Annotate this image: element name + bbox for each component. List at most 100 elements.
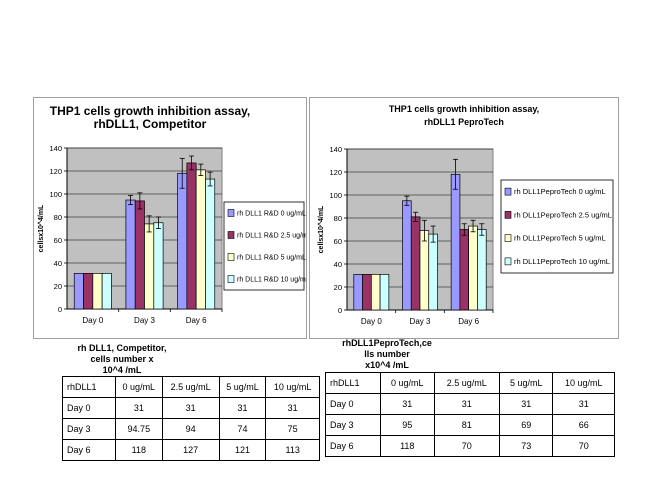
- x-tick-label: Day 3: [134, 316, 155, 325]
- chart-title-line-1: THP1 cells growth inhibition assay,: [389, 104, 539, 114]
- chart-panel-peprotech: THP1 cells growth inhibition assay, rhDL…: [309, 97, 619, 339]
- table-cell: 31: [552, 393, 615, 415]
- bar: [353, 274, 363, 311]
- header-cell: 0 ug/mL: [380, 372, 435, 394]
- y-tick-label: 0: [338, 306, 342, 315]
- bar: [468, 225, 478, 311]
- x-tick-label: Day 6: [458, 317, 479, 326]
- legend-swatch: [227, 209, 235, 217]
- bar: [73, 273, 84, 310]
- table-row: Day 0 31 31 31 31: [325, 393, 615, 415]
- caption-line: rhDLL1PeproTech,ce: [342, 338, 432, 348]
- bar: [177, 172, 188, 310]
- table-cell: 31: [218, 397, 267, 419]
- table-row: Day 6 118 70 73 70: [325, 435, 615, 457]
- table-cell: 66: [552, 414, 615, 436]
- chart-panel-competitor: THP1 cells growth inhibition assay, rhDL…: [33, 97, 312, 339]
- header-cell: 10 ug/mL: [265, 376, 320, 398]
- y-tick-label: 100: [329, 191, 342, 200]
- table-header-row: rhDLL1 0 ug/mL 2.5 ug/mL 5 ug/mL 10 ug/m…: [62, 376, 320, 398]
- y-tick-label: 20: [54, 282, 62, 291]
- y-tick-label: 60: [334, 237, 342, 246]
- chart-title-line-2: rhDLL1, Competitor: [94, 117, 207, 131]
- y-tick-label: 80: [334, 214, 342, 223]
- y-tick-label: 80: [54, 213, 62, 222]
- table-caption-peprotech: rhDLL1PeproTech,ce lls number x10^4 /mL: [322, 338, 452, 371]
- bar: [477, 229, 487, 311]
- row-label: Day 6: [62, 439, 116, 461]
- legend-box: [500, 179, 614, 274]
- x-tick-label: Day 0: [82, 316, 103, 325]
- table-cell: 31: [161, 397, 220, 419]
- data-table-competitor: rhDLL1 0 ug/mL 2.5 ug/mL 5 ug/mL 10 ug/m…: [62, 376, 320, 461]
- legend-box: [223, 201, 305, 291]
- y-axis-label: cellsx10^4/mL: [317, 205, 325, 253]
- bar: [92, 273, 103, 310]
- row-label: Day 3: [62, 418, 116, 440]
- bar: [134, 200, 145, 310]
- caption-line: lls number: [364, 349, 410, 359]
- bar: [370, 274, 381, 311]
- table-cell: 113: [265, 439, 320, 461]
- legend-swatch: [227, 275, 235, 283]
- legend-swatch: [227, 231, 235, 239]
- caption-line: x10^4 /mL: [365, 360, 409, 370]
- bar: [195, 169, 206, 310]
- legend-label: rh DLL1PeproTech 5 ug/mL: [514, 234, 606, 243]
- table-caption-competitor: rh DLL1, Competitor, cells number x 10^4…: [62, 343, 182, 376]
- bar: [101, 273, 112, 310]
- chart-competitor: THP1 cells growth inhibition assay, rhDL…: [37, 104, 312, 325]
- row-label: Day 0: [62, 397, 116, 419]
- y-tick-label: 20: [334, 283, 342, 292]
- chart-title-line-2: rhDLL1 PeproTech: [424, 117, 504, 127]
- legend-label: rh DLL1 R&D 2.5 ug/mL: [237, 233, 306, 240]
- legend-swatch: [504, 211, 512, 219]
- row-label: Day 6: [325, 435, 381, 457]
- row-label: Day 3: [325, 414, 381, 436]
- table-cell: 94: [161, 418, 220, 440]
- y-tick-label: 120: [329, 168, 342, 177]
- bar: [83, 273, 94, 310]
- table-cell: 70: [433, 435, 500, 457]
- table-row: Day 0 31 31 31 31: [62, 397, 320, 419]
- table-cell: 31: [115, 397, 163, 419]
- legend-label: rh DLL1 R&D 0 ug/mL: [237, 211, 306, 218]
- table-cell: 31: [498, 393, 554, 415]
- chart-title-line-1: THP1 cells growth inhibition assay,: [50, 104, 250, 118]
- bar: [144, 223, 155, 310]
- bar: [428, 233, 438, 311]
- header-cell: 2.5 ug/mL: [161, 376, 220, 398]
- table-row: Day 3 95 81 69 66: [325, 414, 615, 436]
- y-axis-label: cellsx10^4/mL: [37, 204, 45, 252]
- table-cell: 31: [433, 393, 500, 415]
- table-cell: 69: [498, 414, 554, 436]
- table-cell: 73: [498, 435, 554, 457]
- table-cell: 81: [433, 414, 500, 436]
- legend-swatch: [227, 253, 235, 261]
- legend-swatch: [504, 257, 512, 266]
- table-cell: 75: [265, 418, 320, 440]
- header-cell: rhDLL1: [62, 376, 116, 398]
- bar: [410, 216, 421, 311]
- header-cell: 5 ug/mL: [218, 376, 267, 398]
- bar: [379, 274, 390, 311]
- y-tick-label: 100: [49, 190, 62, 199]
- caption-line: cells number x: [90, 354, 154, 364]
- y-tick-label: 120: [49, 167, 62, 176]
- header-cell: 5 ug/mL: [498, 372, 554, 394]
- y-tick-label: 140: [49, 144, 62, 153]
- y-tick-label: 40: [334, 260, 342, 269]
- table-cell: 118: [380, 435, 435, 457]
- legend-swatch: [504, 234, 512, 242]
- table-cell: 127: [161, 439, 220, 461]
- table-cell: 70: [552, 435, 615, 457]
- y-tick-label: 140: [329, 145, 342, 154]
- y-tick-label: 0: [58, 305, 62, 314]
- bar: [402, 200, 412, 311]
- bar: [450, 173, 461, 311]
- header-cell: 0 ug/mL: [115, 376, 163, 398]
- chart-peprotech: THP1 cells growth inhibition assay, rhDL…: [317, 104, 614, 326]
- caption-line: rh DLL1, Competitor,: [77, 343, 167, 353]
- table-cell: 74: [218, 418, 267, 440]
- table-cell: 121: [218, 439, 267, 461]
